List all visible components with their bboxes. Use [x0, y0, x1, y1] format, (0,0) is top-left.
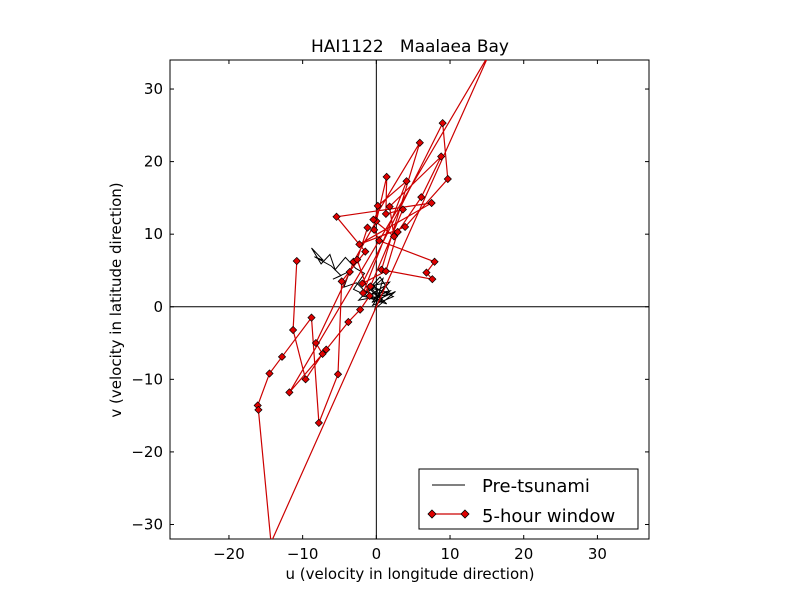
data-point-1-45: [270, 538, 272, 539]
x-tick-label: −20: [213, 545, 245, 563]
data-point-1-49: [344, 317, 353, 327]
data-point-1-10: [398, 205, 407, 214]
data-point-1-39: [314, 418, 323, 427]
data-point-1-48: [322, 345, 331, 354]
data-point-1-24: [385, 202, 394, 211]
data-point-1-40: [307, 313, 316, 322]
series-line-1: [257, 60, 488, 539]
data-point-1-2: [301, 375, 310, 384]
y-axis-label: v (velocity in latitude direction): [107, 182, 125, 417]
data-point-1-12: [358, 288, 368, 298]
data-point-1-8: [382, 172, 391, 181]
data-point-1-41: [277, 352, 287, 361]
data-point-1-18: [422, 268, 431, 277]
data-point-1-4: [311, 338, 321, 348]
x-tick-label: 0: [372, 545, 382, 563]
y-tick-label: −30: [131, 515, 163, 533]
x-tick-label: 10: [440, 545, 459, 563]
plot-area: [169, 59, 650, 540]
y-tick-label: −20: [131, 443, 163, 461]
data-point-1-47: [285, 388, 294, 397]
data-point-1-37: [337, 277, 346, 286]
data-point-1-51: [365, 291, 374, 300]
data-point-1-44: [254, 405, 263, 414]
data-point-1-29: [358, 279, 367, 288]
data-point-1-38: [333, 370, 343, 379]
x-tick-label: 20: [514, 545, 533, 563]
data-point-1-30: [438, 119, 447, 128]
chart-title: HAI1122 Maalaea Bay: [311, 37, 509, 57]
data-point-1-27: [393, 227, 402, 237]
x-tick-label: −10: [287, 545, 319, 563]
data-point-1-0: [292, 256, 301, 266]
data-point-1-50: [356, 305, 365, 314]
data-point-1-36: [361, 247, 370, 256]
y-tick-label: 20: [144, 153, 163, 171]
legend-marker-right: [460, 509, 470, 519]
data-point-1-42: [265, 369, 274, 378]
data-point-1-15: [370, 225, 379, 234]
y-tick-label: 10: [144, 225, 163, 243]
y-tick-label: 30: [144, 80, 163, 98]
data-point-1-22: [369, 215, 378, 224]
data-point-1-31: [443, 174, 452, 184]
data-point-1-9: [381, 209, 391, 218]
data-point-1-25: [437, 152, 446, 161]
x-axis: −20 −10 0 10 20 30: [213, 60, 607, 563]
data-point-1-32: [400, 222, 410, 232]
data-point-1-13: [402, 177, 411, 186]
data-point-1-11: [366, 282, 375, 291]
data-point-1-26: [417, 193, 426, 202]
series-layer: [253, 60, 488, 539]
data-point-1-16: [375, 236, 384, 245]
data-point-1-1: [288, 325, 298, 335]
data-point-1-3: [318, 349, 327, 359]
data-point-1-23: [389, 232, 399, 241]
data-point-1-5: [345, 267, 354, 277]
x-tick-label: 30: [588, 545, 607, 563]
legend-label-pre-tsunami: Pre-tsunami: [482, 476, 590, 497]
data-point-1-28: [381, 267, 391, 276]
data-point-1-21: [415, 138, 424, 147]
data-point-1-14: [373, 201, 382, 210]
legend: Pre-tsunami 5-hour window: [418, 468, 639, 530]
y-axis: −30 −20 −10 0 10 20 30: [131, 80, 649, 533]
data-point-1-20: [377, 265, 386, 274]
legend-box: [418, 468, 639, 530]
legend-label-5-hour-window: 5-hour window: [482, 506, 615, 527]
data-point-1-35: [332, 212, 341, 221]
data-point-1-33: [355, 240, 364, 249]
data-point-1-17: [430, 257, 439, 266]
y-tick-label: −10: [131, 370, 163, 388]
data-point-1-53: [363, 223, 372, 232]
data-point-1-52: [353, 255, 362, 264]
x-axis-label: u (velocity in longitude direction): [286, 565, 535, 583]
y-tick-label: 0: [153, 298, 163, 316]
legend-marker-left: [427, 509, 437, 519]
data-point-1-19: [428, 275, 437, 284]
data-point-1-34: [427, 198, 436, 208]
